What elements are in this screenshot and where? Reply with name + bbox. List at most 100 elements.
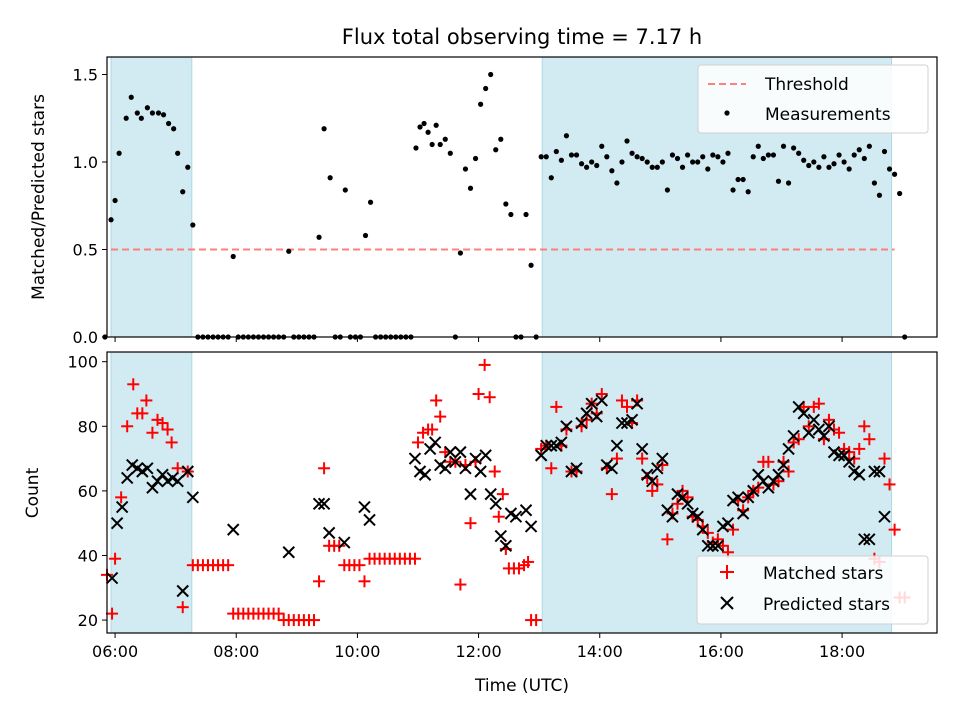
bottom-plot-frame	[106, 351, 938, 634]
matched-star-marker	[358, 575, 371, 588]
measurement-point	[826, 164, 832, 170]
predicted-star-marker	[494, 529, 508, 543]
measurement-point	[811, 159, 817, 165]
matched-star-marker	[318, 462, 331, 475]
matched-star-marker	[580, 413, 593, 426]
matched-star-marker	[833, 426, 846, 439]
measurement-point	[644, 159, 650, 165]
matched-star-marker	[615, 394, 628, 407]
predicted-star-marker	[509, 510, 523, 523]
predicted-star-marker	[176, 584, 189, 598]
predicted-star-marker	[363, 513, 376, 527]
predicted-star-marker	[171, 474, 184, 488]
measurement-point	[674, 155, 681, 162]
predicted-star-marker	[444, 445, 457, 459]
matched-star-marker	[434, 410, 447, 423]
bottom-panel: 20 40 60 80 100 06:00 08:00 10:00 12:00 14:00 16:…	[23, 351, 938, 696]
matched-star-marker	[752, 481, 765, 494]
matched-legend-label: Matched stars	[763, 564, 883, 584]
predicted-star-marker	[832, 449, 846, 462]
bottom-y-axis-label: Count	[23, 467, 43, 518]
matched-star-marker	[109, 552, 122, 565]
measurement-point	[634, 154, 640, 160]
predicted-star-marker	[721, 516, 735, 530]
matched-star-marker	[605, 488, 618, 501]
bottom-y-tick-label: 20	[78, 611, 98, 630]
measurement-point	[134, 110, 140, 116]
predicted-legend-label: Predicted stars	[763, 595, 890, 615]
matched-star-marker	[472, 387, 485, 400]
measurement-point	[750, 154, 756, 160]
predicted-stars-points	[105, 394, 891, 598]
x-axis-label: Time (UTC)	[474, 676, 569, 696]
measurement-point	[775, 178, 782, 184]
bottom-x-tick-label: 08:00	[213, 642, 259, 661]
measurement-point	[568, 152, 575, 158]
measurement-point	[433, 122, 439, 128]
measurement-point	[155, 110, 162, 116]
measurement-point	[760, 155, 766, 162]
predicted-star-marker	[610, 439, 624, 452]
matched-star-marker	[430, 394, 443, 407]
measurement-point	[472, 155, 479, 162]
matched-star-marker	[883, 478, 896, 491]
top-legend: Threshold Measurements	[697, 64, 929, 134]
measurement-point	[639, 155, 645, 162]
measurement-point	[230, 253, 236, 260]
predicted-star-marker	[489, 497, 502, 511]
matched-star-marker	[146, 426, 159, 439]
measurement-point	[548, 175, 554, 181]
matched-star-marker	[307, 614, 320, 627]
measurement-point	[503, 201, 509, 207]
predicted-star-marker	[519, 504, 533, 517]
measurement-point	[417, 124, 423, 130]
matched-star-marker	[676, 484, 689, 497]
measurement-point	[846, 166, 852, 172]
predicted-star-marker	[469, 452, 482, 465]
measurement-point	[780, 143, 787, 149]
measurement-point	[180, 189, 186, 195]
matched-star-marker	[313, 575, 326, 588]
predicted-star-marker	[186, 491, 200, 504]
matched-star-marker	[121, 420, 134, 433]
matched-star-marker	[161, 423, 174, 436]
measurement-point	[523, 211, 529, 218]
measurement-point	[488, 71, 494, 78]
matched-star-marker	[454, 578, 467, 591]
measurement-point	[112, 197, 118, 204]
predicted-star-marker	[807, 413, 821, 427]
measurement-point	[785, 180, 792, 186]
measurement-point	[425, 129, 431, 135]
predicted-star-marker	[570, 462, 583, 475]
matched-star-marker	[843, 446, 856, 459]
top-y-ticks: 0.0 0.5 1.0 1.5	[73, 66, 107, 347]
predicted-star-marker	[555, 436, 568, 449]
matched-star-marker	[727, 523, 740, 536]
predicted-star-marker	[736, 507, 750, 520]
matched-star-marker	[711, 533, 724, 546]
measurement-point	[138, 115, 144, 121]
predicted-star-marker	[858, 533, 871, 546]
predicted-star-marker	[701, 539, 714, 553]
measurement-point	[594, 162, 600, 169]
matched-star-marker	[782, 465, 795, 478]
predicted-star-marker	[802, 426, 815, 439]
predicted-star-marker	[731, 491, 745, 504]
measurement-point	[629, 150, 635, 156]
predicted-star-marker	[585, 397, 598, 410]
measurement-point	[801, 157, 807, 163]
predicted-star-marker	[711, 539, 725, 553]
measurement-point	[599, 143, 605, 149]
measurement-point	[679, 164, 686, 170]
predicted-star-marker	[464, 487, 477, 501]
measurement-point	[442, 136, 448, 142]
matched-star-marker	[492, 510, 505, 523]
matched-star-marker	[701, 526, 714, 539]
matched-star-marker	[483, 391, 496, 404]
predicted-star-marker	[110, 516, 124, 530]
measurement-point	[897, 190, 903, 197]
measurement-point	[447, 150, 453, 156]
top-y-tick-label: 0.0	[73, 328, 98, 347]
measurement-point	[796, 150, 802, 156]
